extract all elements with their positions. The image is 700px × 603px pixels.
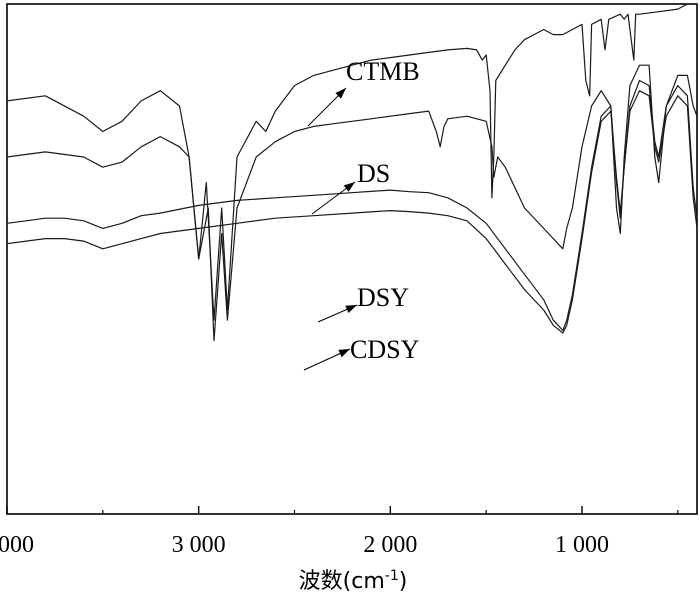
arrow-head-dsy [345,305,357,314]
series-label-dsy: DSY [357,283,409,312]
x-axis-title-main: 波数(cm [299,569,385,594]
arrow-head-cdsy [338,349,350,358]
x-tick-label: 1 000 [555,532,609,558]
x-tick-label: 3 000 [172,532,226,558]
series-line-ds [6,64,698,342]
x-axis-title: 波数(cm-1) [299,568,408,594]
series-label-ctmb: CTMB [346,57,420,86]
series-layer [6,3,698,342]
x-tick-label: 2 000 [363,532,417,558]
plot-frame [6,3,698,515]
series-label-cdsy: CDSY [350,335,420,364]
x-axis-title-superscript: -1 [385,568,399,584]
x-axis-title-close: ) [399,569,408,594]
arrow-head-ctmb [335,88,346,99]
arrow-head-ds [343,182,355,192]
label-layer: CTMB DS DSY CDSY [303,57,420,371]
tick-layer: 4 000 3 000 2 000 1 000 [0,506,679,558]
series-line-dsy [6,79,698,331]
series-label-ds: DS [357,159,390,188]
x-tick-label: 4 000 [0,532,34,558]
series-line-ctmb [6,3,697,321]
series-line-cdsy [6,90,698,334]
